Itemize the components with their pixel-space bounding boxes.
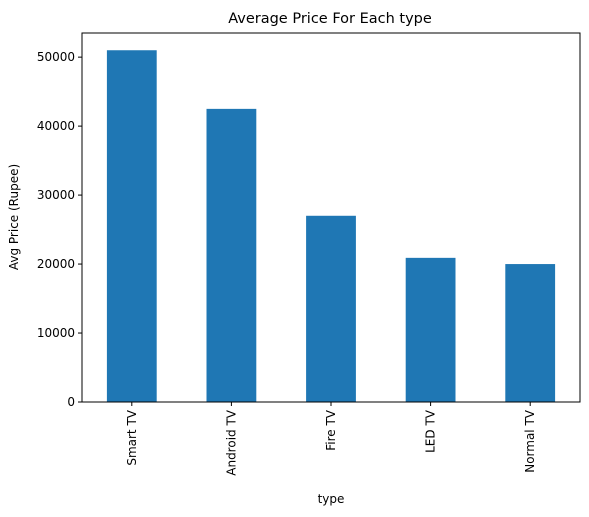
y-tick-label: 50000 [37, 50, 75, 64]
bar-normal-tv [505, 264, 556, 402]
bar-fire-tv [306, 215, 356, 402]
bar-led-tv [405, 257, 456, 402]
x-tick-label: Android TV [224, 409, 238, 476]
chart-title: Average Price For Each type [228, 11, 432, 27]
y-tick-label: 40000 [37, 119, 75, 133]
bar-smart-tv [106, 50, 157, 403]
y-axis: 0 10000 20000 30000 40000 50000 [37, 50, 82, 409]
y-tick-label: 20000 [37, 257, 75, 271]
x-tick-label: LED TV [424, 409, 438, 453]
y-tick-label: 30000 [37, 188, 75, 202]
plot-frame [81, 32, 581, 403]
x-axis-title: type [318, 492, 345, 506]
bar-android-tv [206, 108, 257, 403]
x-tick-label: Smart TV [125, 409, 139, 465]
y-tick-label: 10000 [37, 326, 75, 340]
x-axis: Smart TV Android TV Fire TV LED TV Normal TV [125, 402, 537, 476]
x-tick-label: Fire TV [324, 409, 338, 451]
y-axis-title: Avg Price (Rupee) [7, 164, 21, 270]
y-tick-label: 0 [67, 395, 75, 409]
bars-layer [106, 50, 556, 403]
x-tick-label: Normal TV [523, 409, 537, 473]
